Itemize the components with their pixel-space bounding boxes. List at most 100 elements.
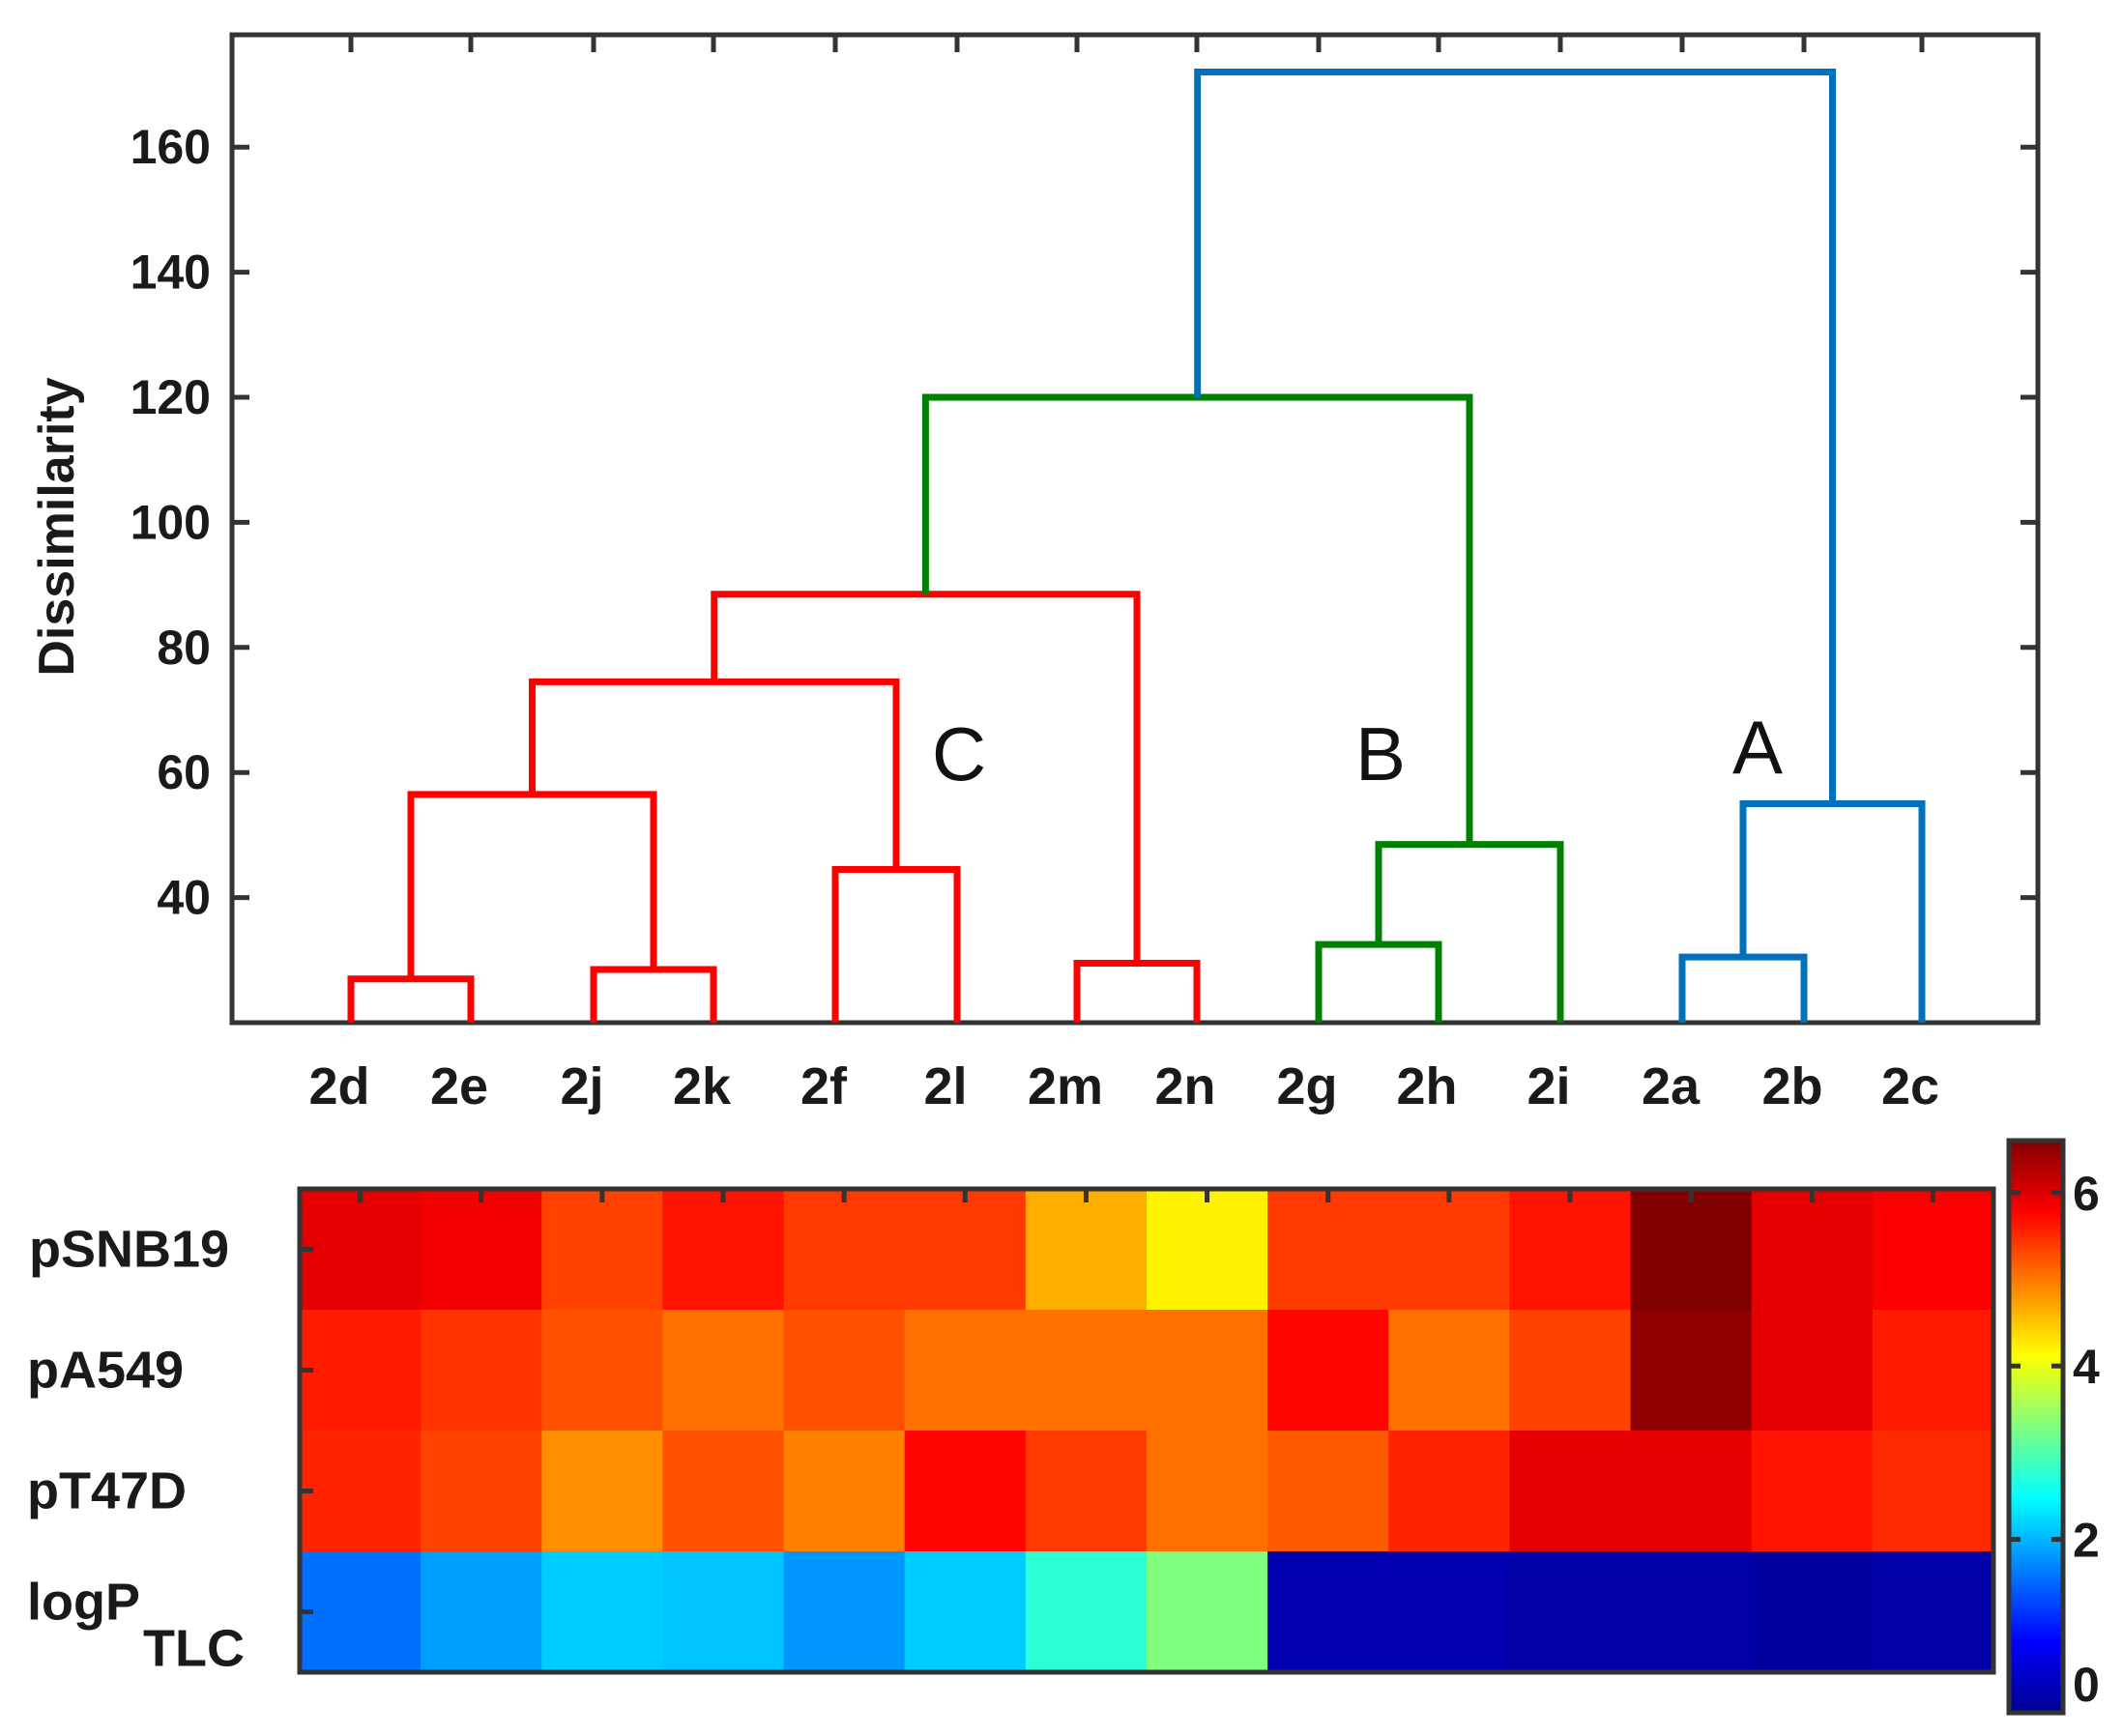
heatmap-cell-pSNB19-2a (1630, 1189, 1753, 1311)
cluster-label-A: A (1732, 705, 1783, 790)
heatmap-cell-pT47D-2c (1872, 1431, 1994, 1552)
heatmap-cell-pSNB19-2i (1509, 1189, 1632, 1311)
leaf-label-2g: 2g (1276, 1057, 1337, 1115)
heatmap-cell-pT47D-2e (421, 1431, 542, 1552)
heatmap-row-label-pT47D: pT47D (27, 1462, 187, 1520)
colorbar-tick-label: 6 (2073, 1167, 2100, 1221)
colorbar-gradient (2006, 1138, 2066, 1716)
heatmap-cell-pA549-2i (1509, 1310, 1632, 1432)
heatmap-cell-pA549-2d (300, 1310, 422, 1432)
heatmap-cell-pSNB19-2f (783, 1189, 906, 1311)
heatmap-cell-pT47D-2m (1025, 1431, 1148, 1552)
heatmap-cell-logP-2f (783, 1551, 906, 1673)
heatmap-cell-logP-2e (421, 1551, 542, 1673)
heatmap-cell-pSNB19-2m (1025, 1189, 1148, 1311)
heatmap-cell-pSNB19-2l (904, 1189, 1027, 1311)
heatmap-cell-logP-2a (1630, 1551, 1753, 1673)
dendrogram-link-n6 (1073, 960, 1201, 1023)
y-tick-label: 160 (131, 120, 211, 174)
heatmap-cell-pSNB19-2h (1388, 1189, 1511, 1311)
heatmap-cell-logP-2d (300, 1551, 422, 1673)
heatmap-cell-pT47D-2i (1509, 1431, 1632, 1552)
heatmap-row-label-subscript: TLC (143, 1620, 245, 1678)
heatmap-cell-pA549-2b (1751, 1310, 1874, 1432)
leaf-label-2n: 2n (1154, 1057, 1215, 1115)
heatmap-cell-pA549-2h (1388, 1310, 1511, 1432)
dendrogram-link-n5 (529, 678, 900, 870)
heatmap-cell-logP-2i (1509, 1551, 1632, 1673)
heatmap-cell-pA549-2l (904, 1310, 1027, 1432)
heatmap-cell-logP-2c (1872, 1551, 1994, 1673)
y-tick-label: 120 (131, 370, 211, 424)
heatmap-cell-pSNB19-2c (1872, 1189, 1994, 1311)
heatmap-cell-logP-2m (1025, 1551, 1148, 1673)
leaf-label-2l: 2l (923, 1057, 967, 1115)
heatmap-cell-pT47D-2k (662, 1431, 785, 1552)
leaf-label-2d: 2d (308, 1057, 369, 1115)
y-tick-label: 60 (157, 745, 211, 799)
dendrogram-link-n4 (831, 865, 961, 1023)
heatmap-row-label-pSNB19: pSNB19 (29, 1221, 229, 1279)
dendrogram-link-n7 (711, 591, 1141, 964)
leaf-label-2k: 2k (673, 1057, 732, 1115)
dendrogram-links (347, 69, 1926, 1023)
leaf-label-2f: 2f (800, 1057, 848, 1115)
leaf-label-2e: 2e (430, 1057, 488, 1115)
y-tick-label: 100 (131, 495, 211, 549)
heatmap-cell-pT47D-2a (1630, 1431, 1753, 1552)
dendrogram-link-n11 (1678, 953, 1808, 1023)
heatmap-cell-pA549-2j (541, 1310, 664, 1432)
heatmap-cell-pA549-2m (1025, 1310, 1148, 1432)
heatmap-cell-pSNB19-2g (1267, 1189, 1389, 1311)
heatmap-ticks (300, 1189, 1935, 1614)
heatmap-cell-pSNB19-2d (300, 1189, 422, 1311)
heatmap-cell-pT47D-2d (300, 1431, 422, 1552)
dendrogram-link-n13 (1194, 69, 1836, 804)
y-axis-title: Dissimilarity (29, 377, 85, 676)
heatmap-cell-pT47D-2l (904, 1431, 1027, 1552)
leaf-label-2b: 2b (1761, 1057, 1822, 1115)
colorbar: 0 2 4 6 (2006, 1138, 2100, 1716)
leaf-label-2a: 2a (1642, 1057, 1701, 1115)
heatmap-cell-logP-2b (1751, 1551, 1874, 1673)
leaf-label-2c: 2c (1881, 1057, 1939, 1115)
dendrogram-link-n12 (1739, 800, 1926, 1023)
heatmap-cell-logP-2k (662, 1551, 785, 1673)
dendrogram-link-n3 (407, 791, 657, 979)
cluster-label-B: B (1355, 711, 1406, 796)
heatmap-cell-logP-2h (1388, 1551, 1511, 1673)
heatmap-cell-pT47D-2h (1388, 1431, 1511, 1552)
heatmap-cell-logP-2n (1147, 1551, 1268, 1673)
leaf-label-2m: 2m (1028, 1057, 1103, 1115)
dendrogram-link-n9 (1375, 841, 1564, 1023)
dendrogram-link-n1 (347, 975, 475, 1023)
heatmap-cell-pA549-2a (1630, 1310, 1753, 1432)
heatmap-cell-pT47D-2g (1267, 1431, 1389, 1552)
heatmap-cell-pA549-2e (421, 1310, 542, 1432)
heatmap-frame (297, 1186, 1996, 1675)
dendrogram-y-ticks: 40 60 80 100 120 140 160 (131, 120, 2038, 925)
colorbar-tick-label: 0 (2073, 1658, 2100, 1712)
leaf-label-2h: 2h (1396, 1057, 1457, 1115)
heatmap-cell-pT47D-2j (541, 1431, 664, 1552)
heatmap-cell-logP-2l (904, 1551, 1027, 1673)
heatmap-cell-pSNB19-2b (1751, 1189, 1874, 1311)
heatmap-cell-pA549-2g (1267, 1310, 1389, 1432)
heatmap-cell-pA549-2k (662, 1310, 785, 1432)
heatmap-cell-pSNB19-2j (541, 1189, 664, 1311)
heatmap-cells (300, 1189, 1994, 1673)
heatmap-cell-pSNB19-2n (1147, 1189, 1268, 1311)
heatmap-row-label-pA549: pA549 (27, 1342, 184, 1400)
heatmap-cell-pA549-2n (1147, 1310, 1268, 1432)
heatmap-cell-logP-2g (1267, 1551, 1389, 1673)
colorbar-tick-label: 2 (2073, 1514, 2100, 1568)
heatmap-cell-pSNB19-2k (662, 1189, 785, 1311)
dendrogram-top-ticks (348, 35, 1925, 52)
dendrogram-link-n2 (590, 966, 717, 1023)
colorbar-tick-label: 4 (2073, 1340, 2100, 1394)
